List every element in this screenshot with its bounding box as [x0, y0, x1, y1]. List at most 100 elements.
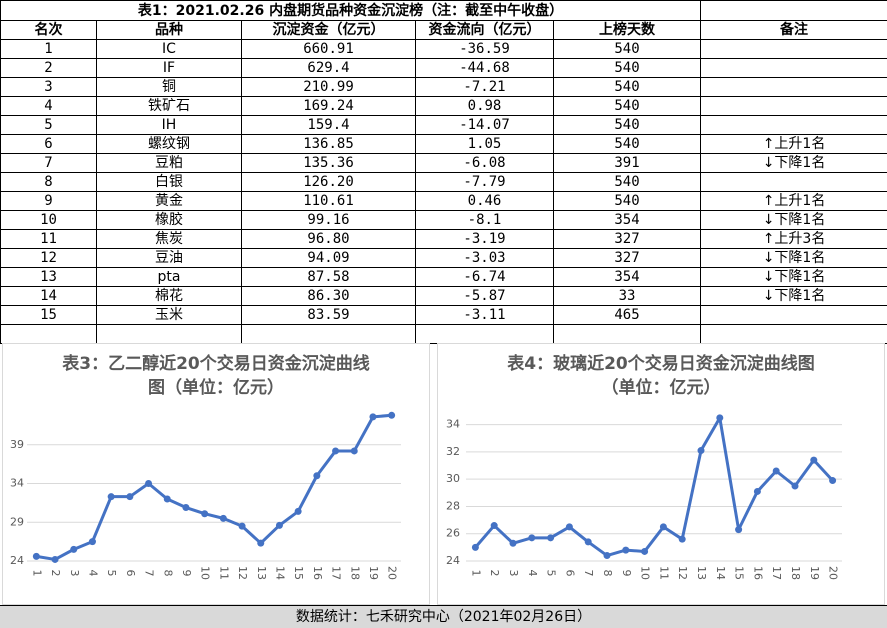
marker	[350, 447, 358, 455]
x-tick-label: 1	[469, 570, 482, 577]
row: 9 黄金 110.61 0.46 540 ↑上升1名	[0, 191, 887, 211]
row: 2 IF 629.4 -44.68 540	[0, 58, 887, 78]
x-tick-label: 5	[105, 570, 118, 577]
marker	[753, 487, 761, 495]
cell	[700, 96, 887, 116]
marker	[313, 472, 321, 480]
x-tick-label: 9	[620, 570, 633, 577]
cell	[700, 58, 887, 78]
marker	[772, 467, 780, 475]
line	[474, 416, 834, 558]
cell: ↑上升1名	[700, 134, 887, 154]
cell: 354	[552, 210, 702, 230]
marker	[275, 521, 283, 529]
row: 15 玉米 83.59 -3.11 465	[0, 305, 887, 325]
row: 8 白银 126.20 -7.79 540	[0, 172, 887, 192]
y-tick-label: 29	[10, 515, 24, 528]
cell: 焦炭	[96, 229, 242, 249]
cell: 86.30	[241, 286, 416, 306]
cell: 354	[552, 267, 702, 287]
cell: 540	[552, 96, 702, 116]
marker	[294, 507, 302, 515]
x-tick-label: 3	[68, 570, 81, 577]
x-tick-label: 7	[582, 570, 595, 577]
cell: 12	[0, 248, 97, 268]
footer: 数据统计：七禾研究中心（2021年02月26日）	[0, 605, 887, 628]
row	[0, 324, 887, 344]
x-tick-label: 20	[827, 566, 840, 580]
cell	[700, 172, 887, 192]
x-tick-label: 16	[311, 566, 324, 580]
marker	[369, 413, 377, 421]
x-tick-label: 4	[86, 570, 99, 577]
x-tick-label: 17	[330, 566, 343, 580]
row: 表1：2021.02.26 内盘期货品种资金沉淀榜（注：截至中午收盘）	[0, 0, 887, 21]
cell: -36.59	[415, 39, 554, 59]
marker	[88, 538, 96, 546]
x-tick-label: 20	[386, 566, 399, 580]
x-tick-label: 14	[714, 566, 727, 580]
cell: 1.05	[415, 134, 554, 154]
y-tick-label: 34	[10, 477, 24, 490]
x-tick-label: 14	[273, 566, 286, 580]
table: 表1：2021.02.26 内盘期货品种资金沉淀榜（注：截至中午收盘） 名次 品种沉…	[0, 0, 887, 344]
cell: -6.08	[415, 153, 554, 173]
y-tick-label: 26	[446, 527, 460, 540]
y-tick-label: 24	[10, 554, 24, 567]
marker	[107, 493, 115, 501]
x-tick-label: 5	[545, 570, 558, 577]
marker	[332, 447, 340, 455]
row: 6 螺纹钢 136.85 1.05 540 ↑上升1名	[0, 134, 887, 154]
title-line: （单位：亿元）	[601, 378, 721, 398]
marker	[163, 495, 171, 503]
cell	[700, 0, 887, 21]
cell: 33	[552, 286, 702, 306]
cell: 9	[0, 191, 97, 211]
cell: 7	[0, 153, 97, 173]
x-tick-label: 13	[255, 566, 268, 580]
row: 10 橡胶 99.16 -8.1 354 ↓下降1名	[0, 210, 887, 230]
cell: 540	[552, 134, 702, 154]
x-tick-label: 19	[808, 566, 821, 580]
x-tick-label: 16	[751, 566, 764, 580]
cell: 3	[0, 77, 97, 97]
x-tick-label: 8	[601, 570, 614, 577]
cell: 黄金	[96, 191, 242, 211]
marker	[70, 545, 78, 553]
cell: 210.99	[241, 77, 416, 97]
cell	[552, 324, 702, 344]
line	[36, 413, 392, 561]
x-tick-label: 8	[161, 570, 174, 577]
x-tick-label: 11	[217, 566, 230, 580]
cell: 0.98	[415, 96, 554, 116]
x-tick-label: 9	[180, 570, 193, 577]
cell: IC	[96, 39, 242, 59]
x-tick-label: 12	[676, 566, 689, 580]
cell: 13	[0, 267, 97, 287]
x-tick-label: 19	[367, 566, 380, 580]
marker	[238, 522, 246, 530]
cell: ↓下降1名	[700, 210, 887, 230]
x-tick-label: 4	[526, 570, 539, 577]
cell: 4	[0, 96, 97, 116]
x-tick-label: 2	[49, 570, 62, 577]
x-tick-label: 7	[143, 570, 156, 577]
cell: 327	[552, 248, 702, 268]
marker	[145, 480, 153, 487]
cell: 169.24	[241, 96, 416, 116]
chart: 表3：乙二醇近20个交易日资金沉淀曲线 图（单位：亿元） 24 29 34 39 1 2 3 4…	[2, 343, 430, 605]
marker	[528, 534, 536, 542]
marker	[490, 522, 498, 530]
row: 13 pta 87.58 -6.74 354 ↓下降1名	[0, 267, 887, 287]
x-tick-label: 13	[695, 566, 708, 580]
marker	[735, 526, 743, 534]
cell: -7.21	[415, 77, 554, 97]
cell: 540	[552, 115, 702, 135]
x-tick-label: 11	[657, 566, 670, 580]
cell: 备注	[700, 20, 887, 40]
cell: 99.16	[241, 210, 416, 230]
x-tick-label: 6	[124, 570, 137, 577]
marker	[201, 510, 209, 518]
cell: -3.11	[415, 305, 554, 325]
cell: ↓下降1名	[700, 286, 887, 306]
